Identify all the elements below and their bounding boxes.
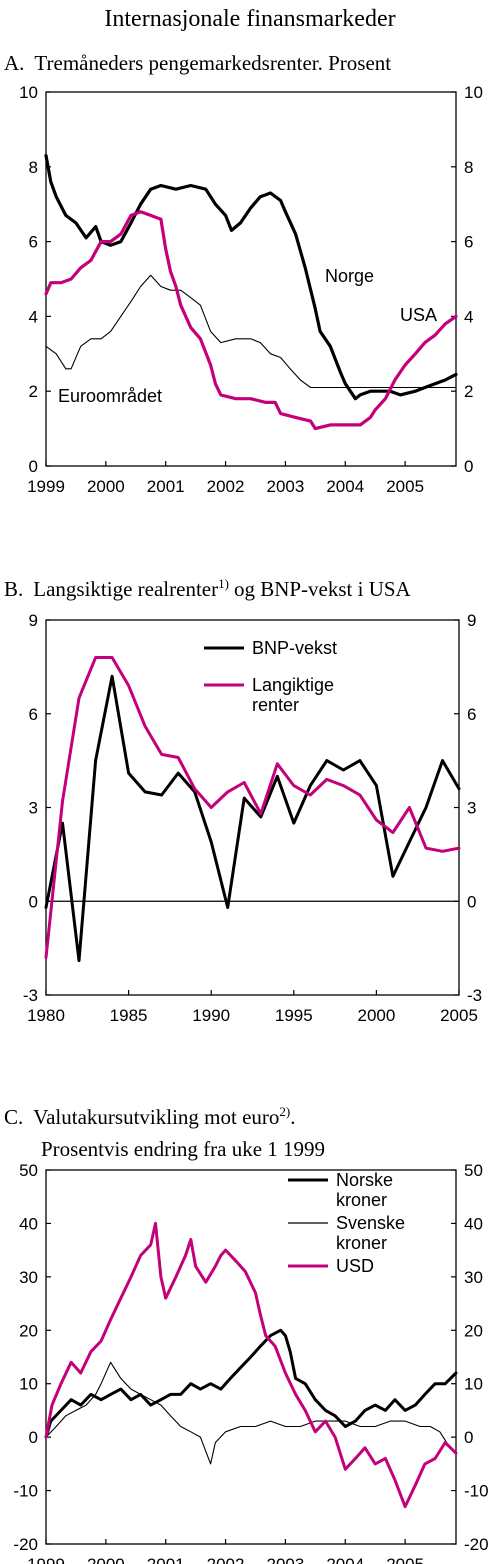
series-line-bnp-vekst <box>44 674 461 963</box>
y-tick-label-right: -10 <box>464 1482 489 1501</box>
panel-title-text: Tremåneders pengemarkedsrenter. Prosent <box>34 51 391 75</box>
legend-label: Langiktige <box>252 675 334 695</box>
panel-title-rest: og BNP-vekst i USA <box>234 577 412 601</box>
x-tick-label: 2000 <box>87 1555 125 1564</box>
panel-title-rest: . <box>290 1105 295 1129</box>
x-tick-label: 1990 <box>192 1006 230 1025</box>
legend-label-line2: renter <box>252 695 299 715</box>
y-tick-label-left: 20 <box>19 1321 38 1340</box>
y-tick-label-right: 2 <box>464 382 473 401</box>
legend-label: Norske <box>336 1170 393 1190</box>
x-tick-label: 1999 <box>27 477 65 496</box>
y-tick-label-left: 0 <box>29 892 38 911</box>
legend-label: Svenske <box>336 1213 405 1233</box>
y-tick-label-left: 0 <box>29 1428 38 1447</box>
title-footnote-mark: 2) <box>279 1104 290 1119</box>
series-line-norske-kroner <box>44 1328 458 1439</box>
y-tick-label-left: -10 <box>13 1482 38 1501</box>
x-tick-label: 2005 <box>440 1006 478 1025</box>
y-tick-label-right: 4 <box>464 307 473 326</box>
panel-title-text: Valutakursutvikling mot euro <box>33 1105 279 1129</box>
y-tick-label-left: -3 <box>23 986 38 1005</box>
x-tick-label: 1995 <box>275 1006 313 1025</box>
x-tick-label: 2003 <box>267 1555 305 1564</box>
y-tick-label-left: -20 <box>13 1535 38 1554</box>
series-label: Euroområdet <box>58 386 162 406</box>
x-tick-label: 2005 <box>386 477 424 496</box>
y-tick-label-left: 8 <box>29 158 38 177</box>
y-tick-label-right: 40 <box>464 1214 483 1233</box>
panel-title-text: Langsiktige realrenter <box>33 577 218 601</box>
y-tick-label-right: 9 <box>467 611 476 630</box>
x-tick-label: 2000 <box>357 1006 395 1025</box>
y-tick-label-left: 6 <box>29 233 38 252</box>
legend-label-line2: kroner <box>336 1233 387 1253</box>
series-label: Norge <box>325 266 374 286</box>
panel-c-chart: C. Valutakursutvikling mot euro2). Prosent… <box>4 1104 489 1564</box>
series-line-svenske-kroner <box>45 1361 457 1465</box>
x-tick-label: 1985 <box>110 1006 148 1025</box>
panel-title-a: A. Tremåneders pengemarkedsrenter. Prosen… <box>4 51 391 75</box>
plot-frame <box>45 1169 457 1545</box>
x-tick-label: 2003 <box>267 477 305 496</box>
y-tick-label-left: 6 <box>29 705 38 724</box>
x-tick-label: 1980 <box>27 1006 65 1025</box>
panel-a-chart: A. Tremåneders pengemarkedsrenter. Prosen… <box>4 51 483 496</box>
y-tick-label-left: 4 <box>29 307 38 326</box>
y-tick-label-right: 10 <box>464 1375 483 1394</box>
y-tick-label-left: 50 <box>19 1161 38 1180</box>
panel-letter: A. <box>4 51 24 75</box>
x-tick-label: 2002 <box>207 1555 245 1564</box>
y-tick-label-right: 20 <box>464 1321 483 1340</box>
series-line-euroområdet <box>45 274 457 389</box>
series-line-usd <box>44 1221 458 1509</box>
y-tick-label-right: 0 <box>464 457 473 476</box>
panel-title-c: C. Valutakursutvikling mot euro2). <box>4 1104 296 1129</box>
y-tick-label-left: 40 <box>19 1214 38 1233</box>
x-tick-label: 2005 <box>386 1555 424 1564</box>
y-tick-label-left: 3 <box>29 799 38 818</box>
page-title: Internasjonale finansmarkeder <box>104 6 395 32</box>
series-line-langiktige-renter <box>44 656 461 959</box>
x-tick-label: 2004 <box>326 477 364 496</box>
y-tick-label-right: 6 <box>467 705 476 724</box>
y-tick-label-right: 6 <box>464 233 473 252</box>
panel-b-chart: B. Langsiktige realrenter1) og BNP-vekst i… <box>4 576 482 1025</box>
y-tick-label-right: 3 <box>467 799 476 818</box>
x-tick-label: 2000 <box>87 477 125 496</box>
legend-label: USD <box>336 1256 374 1276</box>
x-tick-label: 1999 <box>27 1555 65 1564</box>
y-tick-label-right: 0 <box>467 892 476 911</box>
y-tick-label-left: 0 <box>29 457 38 476</box>
y-tick-label-right: 10 <box>464 83 483 102</box>
y-tick-label-left: 2 <box>29 382 38 401</box>
x-tick-label: 2004 <box>326 1555 364 1564</box>
y-tick-label-right: -3 <box>467 986 482 1005</box>
series-line-usa <box>44 210 458 431</box>
y-tick-label-left: 30 <box>19 1268 38 1287</box>
panel-letter: C. <box>4 1105 23 1129</box>
x-tick-label: 2002 <box>207 477 245 496</box>
y-tick-label-left: 10 <box>19 83 38 102</box>
series-line-norge <box>44 154 458 401</box>
y-tick-label-right: 30 <box>464 1268 483 1287</box>
y-tick-label-right: 8 <box>464 158 473 177</box>
y-tick-label-right: 0 <box>464 1428 473 1447</box>
panel-letter: B. <box>4 577 23 601</box>
legend-label-line2: kroner <box>336 1190 387 1210</box>
title-footnote-mark: 1) <box>218 576 229 591</box>
y-tick-label-left: 10 <box>19 1375 38 1394</box>
series-label: USA <box>400 305 437 325</box>
panel-title-b: B. Langsiktige realrenter1) og BNP-vekst i… <box>4 576 412 601</box>
x-tick-label: 2001 <box>147 477 185 496</box>
y-tick-label-right: 50 <box>464 1161 483 1180</box>
plot-frame <box>45 91 457 467</box>
legend-label: BNP-vekst <box>252 638 337 658</box>
panel-subtitle-c: Prosentvis endring fra uke 1 1999 <box>41 1137 325 1161</box>
y-tick-label-right: -20 <box>464 1535 489 1554</box>
y-tick-label-left: 9 <box>29 611 38 630</box>
x-tick-label: 2001 <box>147 1555 185 1564</box>
